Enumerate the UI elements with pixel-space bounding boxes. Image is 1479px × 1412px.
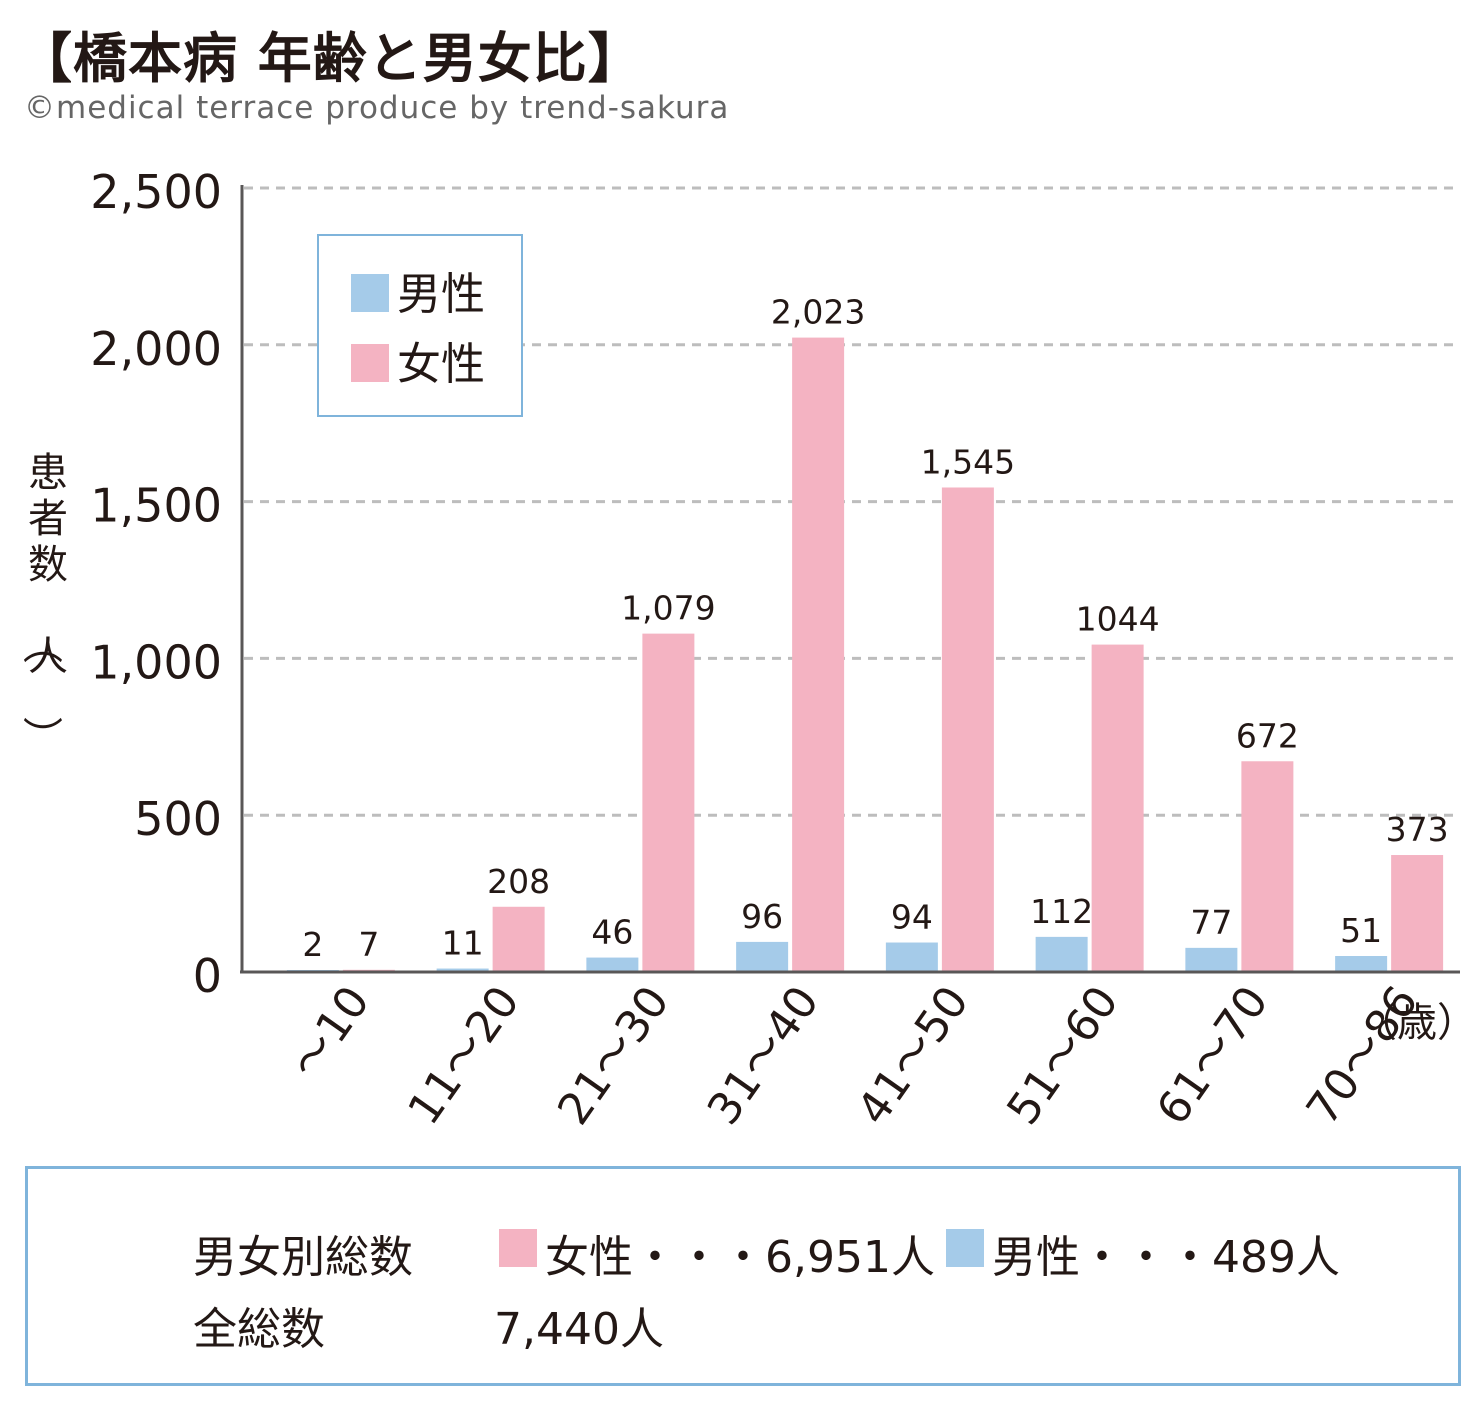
- y-tick-label: 2,000: [90, 322, 222, 376]
- data-label: 1044: [1076, 600, 1160, 639]
- legend-label-female: 女性: [397, 339, 485, 390]
- x-tick-label: 51～60: [997, 977, 1128, 1134]
- bar-male: [436, 968, 489, 972]
- chart-title: 【橋本病 年齢と男女比】: [18, 27, 643, 90]
- y-axis-title: 患者数（人）: [18, 450, 68, 756]
- legend-swatch-male: [351, 274, 389, 312]
- bar-male: [586, 957, 639, 972]
- x-tick-label: 21～30: [548, 977, 679, 1134]
- data-label: 1,545: [921, 442, 1015, 481]
- data-label: 96: [741, 897, 783, 936]
- data-label: 208: [487, 862, 550, 901]
- legend-swatch-female: [351, 344, 389, 382]
- y-tick-label: 0: [193, 949, 222, 1003]
- x-tick-label: 31～40: [698, 977, 829, 1134]
- summary-grand-total: 7,440人: [494, 1304, 664, 1355]
- data-label: 94: [891, 898, 933, 937]
- y-tick-label: 1,500: [90, 479, 222, 533]
- summary-label-by-sex: 男女別総数: [193, 1232, 413, 1283]
- summary-male-total: 男性・・・489人: [992, 1232, 1340, 1283]
- y-axis-label: 患者数（人）: [18, 450, 68, 756]
- data-label: 1,079: [621, 589, 715, 628]
- x-tick-label: 41～50: [848, 977, 979, 1134]
- bars: [286, 337, 1444, 973]
- data-label: 7: [358, 925, 379, 964]
- bar-female: [642, 633, 695, 972]
- data-label: 77: [1190, 903, 1232, 942]
- summary-swatch-male: [946, 1229, 984, 1267]
- summary-box: 男女別総数 女性・・・6,951人 男性・・・489人 全総数 7,440人: [25, 1166, 1461, 1386]
- x-tick-labels: ～10 11～20 21～30 31～40 41～50 51～60 61～70 70～86: [281, 977, 1428, 1134]
- axes: [240, 185, 1460, 974]
- data-label: 11: [442, 924, 484, 963]
- data-label: 373: [1386, 810, 1449, 849]
- data-label: 112: [1030, 892, 1093, 931]
- data-label: 2: [302, 925, 323, 964]
- credit-text: ©medical terrace produce by trend-sakura: [24, 90, 730, 126]
- y-tick-label: 2,500: [90, 165, 222, 219]
- legend: 男性 女性: [317, 234, 523, 417]
- bar-male: [1035, 936, 1088, 972]
- x-tick-label: 61～70: [1147, 977, 1278, 1134]
- bar-female: [492, 906, 545, 972]
- y-tick-label: 1,000: [90, 635, 222, 689]
- x-tick-label: ～10: [281, 977, 380, 1088]
- summary-swatch-female: [499, 1229, 537, 1267]
- bar-female: [1241, 761, 1294, 972]
- data-label: 2,023: [771, 293, 865, 332]
- bar-male: [1185, 947, 1238, 972]
- legend-box: [317, 234, 523, 417]
- bar-female: [941, 487, 994, 972]
- data-label: 672: [1236, 716, 1299, 755]
- bar-female: [792, 337, 845, 973]
- legend-label-male: 男性: [397, 269, 485, 320]
- summary-female-total: 女性・・・6,951人: [545, 1232, 935, 1283]
- bar-male: [885, 942, 938, 972]
- bar-male: [736, 941, 789, 972]
- x-tick-label: 11～20: [398, 977, 529, 1134]
- x-axis-unit: （歳）: [1357, 1000, 1477, 1046]
- data-label: 46: [591, 913, 633, 952]
- summary-label-total: 全総数: [193, 1304, 325, 1355]
- data-label: 51: [1340, 911, 1382, 950]
- y-tick-label: 500: [134, 792, 222, 846]
- y-tick-labels: 0 500 1,000 1,500 2,000 2,500: [90, 165, 222, 1003]
- bar-male: [1335, 956, 1388, 972]
- bar-female: [1091, 644, 1144, 972]
- bar-female: [1391, 855, 1444, 972]
